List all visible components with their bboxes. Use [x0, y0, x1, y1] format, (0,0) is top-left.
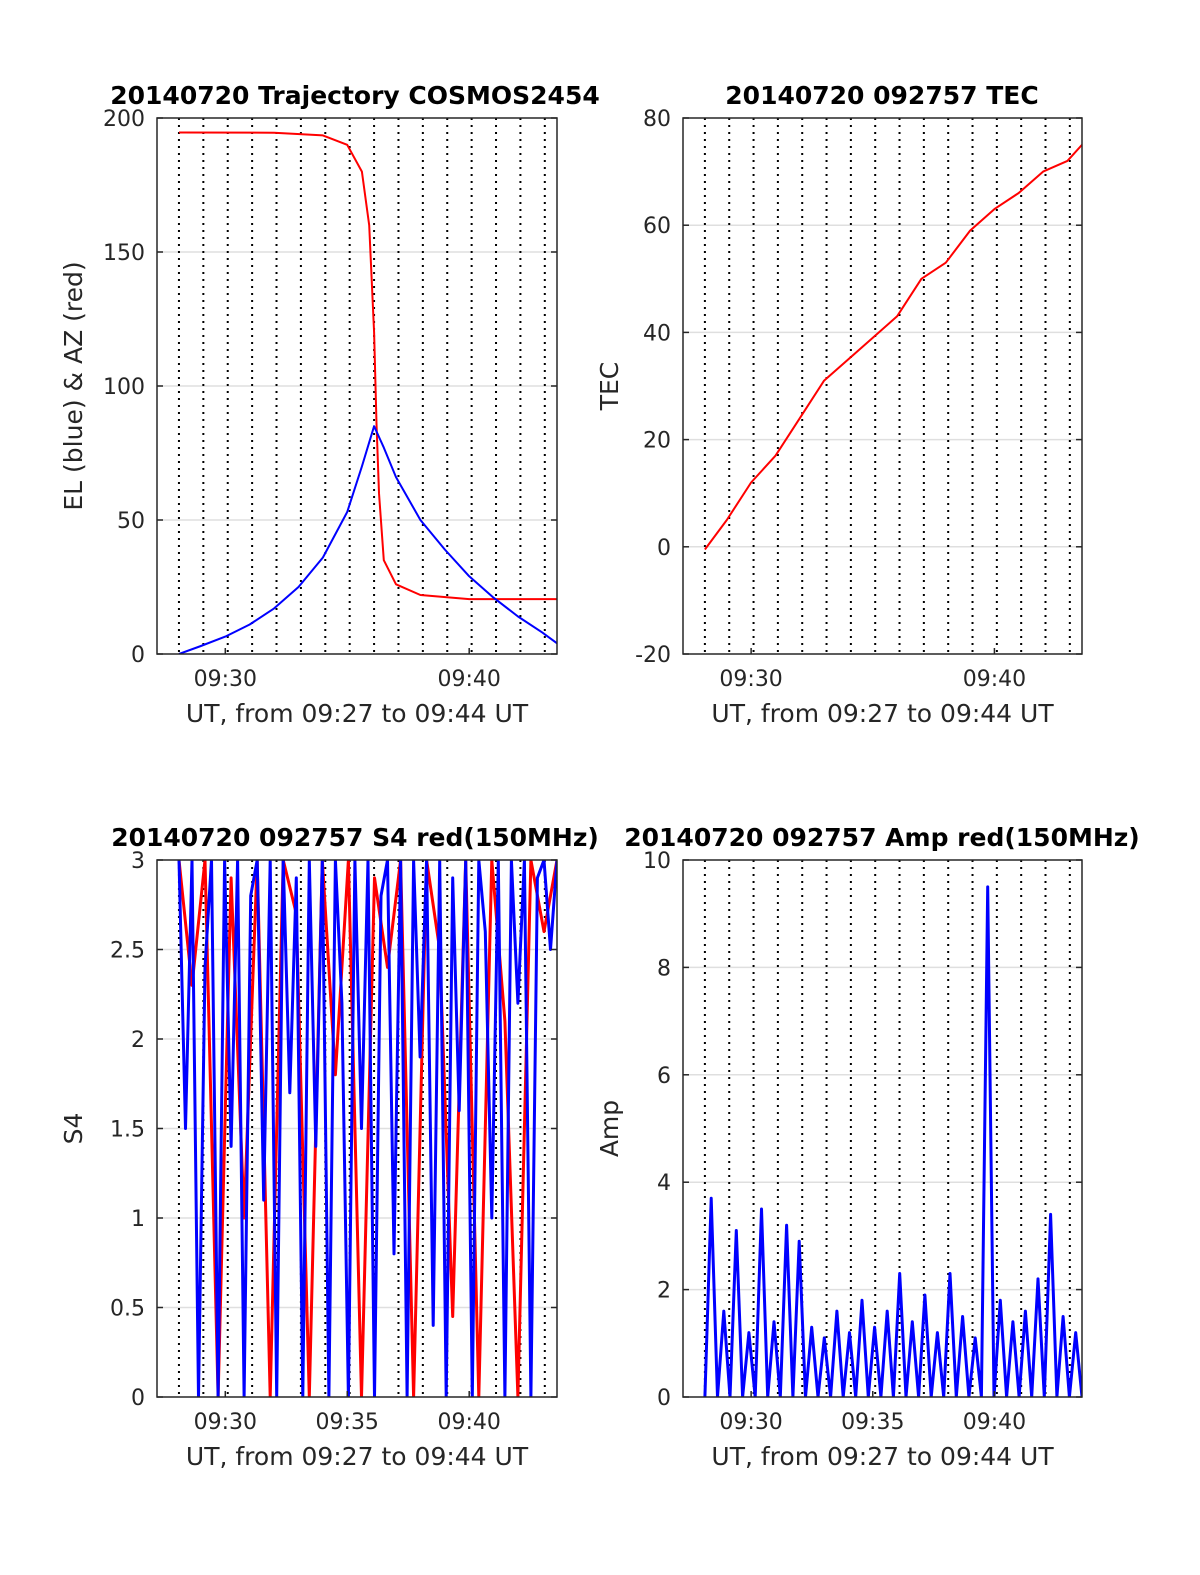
x-tick-label: 09:40: [963, 1410, 1026, 1435]
trajectory-panel: 0 50 100 150 200 09:30 09:40 20140720 Trajector…: [59, 81, 600, 728]
series-line-0: [178, 131, 557, 601]
y-axis-label: TEC: [595, 362, 624, 412]
tec-panel: -20 0 20 40 60 80 09:30 09:40 20140720 092757 TE…: [595, 81, 1083, 728]
y-tick-label: 60: [643, 214, 671, 239]
y-tick-label: 6: [657, 1064, 671, 1089]
series-line-1: [178, 425, 557, 654]
x-tick-label: 09:40: [437, 667, 500, 692]
x-tick-label: 09:30: [194, 1410, 257, 1435]
axes-frame: [682, 117, 1083, 655]
y-tick-label: -20: [635, 643, 671, 668]
y-tick-label: 2.5: [110, 939, 145, 964]
y-tick-label: 150: [103, 241, 145, 266]
y-tick-label: 4: [657, 1171, 671, 1196]
plot-area: [683, 860, 1082, 1397]
y-tick-label: 20: [643, 429, 671, 454]
chart-title: 20140720 092757 Amp red(150MHz): [624, 823, 1140, 852]
y-tick-label: 40: [643, 321, 671, 346]
plot-area: [683, 118, 1082, 654]
y-tick-label: 2: [657, 1279, 671, 1304]
x-axis-label: UT, from 09:27 to 09:44 UT: [711, 1442, 1054, 1471]
y-tick-label: 0: [657, 536, 671, 561]
y-tick-label: 100: [103, 375, 145, 400]
x-tick-label: 09:35: [316, 1410, 379, 1435]
y-tick-label: 1.5: [110, 1118, 145, 1143]
y-axis-label: Amp: [595, 1100, 624, 1157]
y-tick-label: 3: [131, 849, 145, 874]
s4-panel: 0 0.5 1 1.5 2 2.5 3 09:30 09:35 09:40 20140720 092…: [59, 823, 599, 1471]
y-axis-label: EL (blue) & AZ (red): [59, 261, 88, 510]
y-tick-label: 50: [117, 509, 145, 534]
y-tick-label: 0.5: [110, 1297, 145, 1322]
series-line-0: [704, 144, 1082, 551]
x-tick-label: 09:35: [841, 1410, 904, 1435]
amp-panel: 0 2 4 6 8 10 09:30 09:35 09:40 20140720 092757 Am…: [595, 823, 1140, 1471]
y-tick-label: 0: [131, 1386, 145, 1411]
axes-frame: [682, 859, 1083, 1398]
y-axis-label: S4: [59, 1113, 88, 1145]
y-tick-label: 0: [131, 643, 145, 668]
chart-title: 20140720 092757 S4 red(150MHz): [111, 823, 599, 852]
y-tick-label: 200: [103, 107, 145, 132]
y-tick-label: 8: [657, 956, 671, 981]
y-tick-label: 1: [131, 1207, 145, 1232]
x-tick-label: 09:30: [719, 667, 782, 692]
x-tick-label: 09:40: [963, 667, 1026, 692]
y-tick-label: 0: [657, 1386, 671, 1411]
series-line-1: [177, 860, 557, 1397]
x-axis-label: UT, from 09:27 to 09:44 UT: [186, 699, 529, 728]
chart-title: 20140720 092757 TEC: [725, 81, 1038, 110]
x-axis-label: UT, from 09:27 to 09:44 UT: [711, 699, 1054, 728]
y-tick-label: 10: [643, 849, 671, 874]
y-tick-label: 2: [131, 1028, 145, 1053]
x-tick-label: 09:40: [437, 1410, 500, 1435]
x-tick-label: 09:30: [719, 1410, 782, 1435]
x-axis-label: UT, from 09:27 to 09:44 UT: [186, 1442, 529, 1471]
chart-title: 20140720 Trajectory COSMOS2454: [110, 81, 600, 110]
y-tick-label: 80: [643, 107, 671, 132]
x-tick-label: 09:30: [194, 667, 257, 692]
